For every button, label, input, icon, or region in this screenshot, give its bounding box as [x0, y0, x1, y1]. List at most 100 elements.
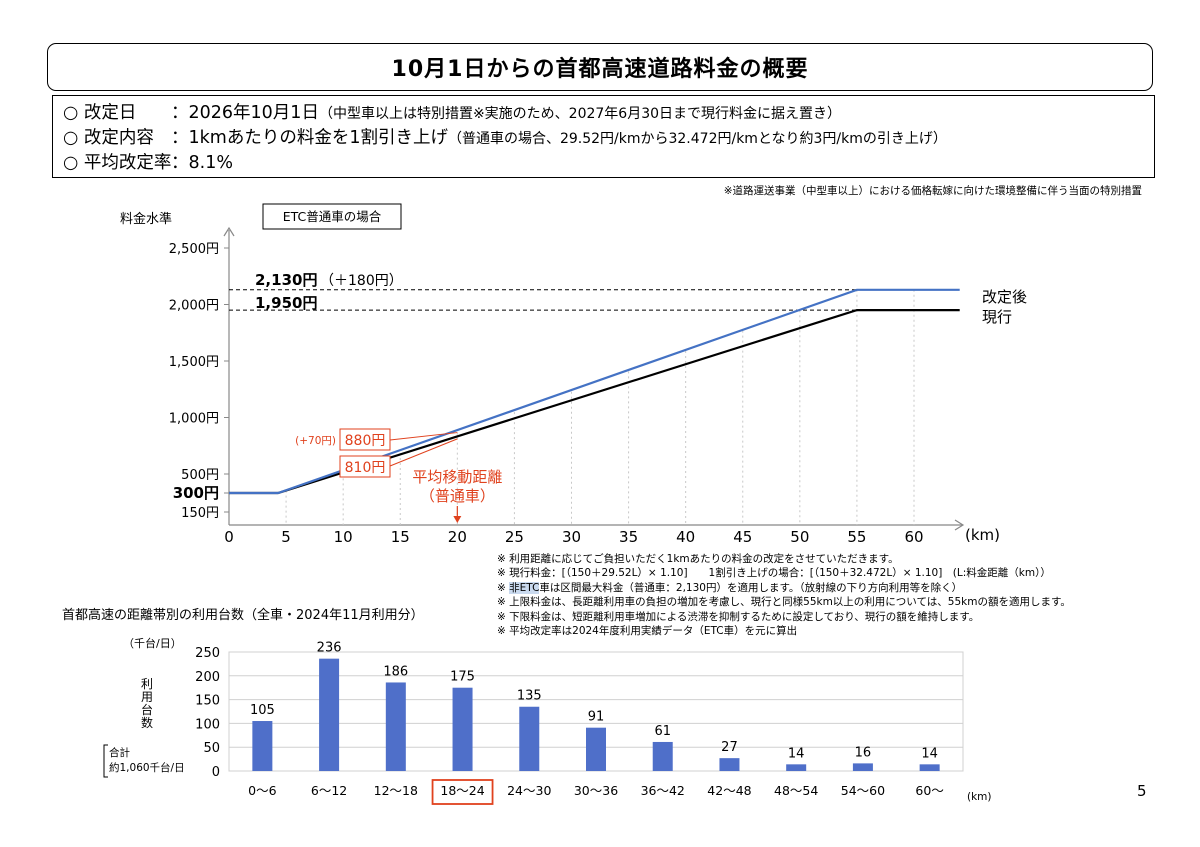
bar-category-label: 60～: [915, 783, 943, 798]
bar: [452, 687, 473, 771]
total-bracket: [103, 744, 108, 778]
info-line-date: ○ 改定日 ：2026年10月1日（中型車以上は特別措置※実施のため、2027年6…: [63, 103, 842, 123]
bar-value-label: 61: [654, 724, 671, 739]
bar: [385, 682, 406, 771]
note-line: ※ 下限料金は、短距離利用車増加による渋滞を抑制するために設定しており、現行の額…: [497, 610, 980, 623]
info-line-content: ○ 改定内容 ：1kmあたりの料金を1割引き上げ（普通車の場合、29.52円/km…: [63, 128, 947, 148]
bar: [586, 727, 606, 771]
bar-value-label: 14: [788, 746, 805, 761]
bar-unit-label: （千台/日）: [123, 636, 182, 650]
note-line: ※ 上限料金は、長距離利用車の負担の増加を考慮し、現行と同様55km以上の利用に…: [497, 596, 1071, 609]
bar-value-label: 91: [588, 710, 605, 725]
info-label: ○ 改定日: [63, 103, 137, 123]
bar-category-label: 0～6: [248, 783, 276, 798]
marker-arrow-head: [453, 516, 462, 523]
note-line: ※ 現行料金：[（150＋29.52L）× 1.10] 1割引き上げの場合：[（…: [497, 567, 1051, 580]
callout-leader: [389, 432, 458, 441]
bar-category-label: 6～12: [311, 783, 347, 798]
bar-category-label: 18～24: [440, 783, 484, 798]
highlight-box: [431, 779, 494, 805]
info-label: ○ 改定内容: [63, 128, 154, 148]
bar: [852, 763, 873, 771]
bar-category-label: 48～54: [774, 783, 818, 798]
bar-y-tick-label: 50: [203, 741, 220, 756]
bar-category-label: 42～48: [707, 783, 751, 798]
series-line-revised: [229, 288, 960, 495]
x-tick-label: 0: [224, 528, 234, 546]
bar: [519, 706, 540, 771]
bar-y-axis-label-char: 台: [141, 702, 153, 717]
bar-value-label: 236: [317, 641, 342, 656]
highlight-text: 非ETC: [509, 581, 540, 594]
total-label: 合計: [109, 746, 130, 759]
bar-value-label: 14: [921, 746, 938, 761]
note-line: ※ 利用距離に応じてご負担いただく1kmあたりの料金の改定をさせていただきます。: [497, 553, 899, 565]
bar-value-label: 186: [383, 664, 408, 679]
bar-value-label: 27: [721, 740, 738, 755]
total-value: 約1,060千台/日: [109, 761, 185, 774]
bar-category-label: 24～30: [507, 783, 551, 798]
bar-y-axis-label-char: 用: [141, 690, 153, 704]
box-label-frame: [262, 203, 402, 230]
reference-label-new: 2,130円: [255, 271, 317, 289]
x-tick-label: 20: [448, 528, 467, 546]
x-tick-label: 50: [790, 528, 809, 546]
y-tick-label: 150円: [181, 506, 219, 521]
callout-diff: (+70円): [295, 435, 336, 447]
bar: [786, 764, 807, 771]
bar-value-label: 105: [250, 703, 275, 718]
x-axis-label: (km): [965, 526, 1000, 544]
x-tick-label: 45: [733, 528, 752, 546]
callout-current: 810円: [345, 460, 386, 476]
info-line-rate: ○ 平均改定率：8.1%: [63, 153, 233, 173]
bar-value-label: 175: [450, 670, 475, 685]
bar-value-label: 16: [855, 745, 872, 760]
x-tick-label: 15: [391, 528, 410, 546]
y-tick-label: 2,500円: [169, 242, 219, 257]
page-number: 5: [1137, 782, 1147, 800]
y-tick-label: 300円: [173, 484, 219, 502]
bar-chart-title: 首都高速の距離帯別の利用台数（全車・2024年11月利用分）: [62, 607, 424, 623]
bar-y-tick-label: 150: [195, 694, 220, 709]
x-tick-label: 30: [562, 528, 581, 546]
note-line: ※ 非ETC車は区間最大料金（普通車：2,130円）を適用します。（放射線の下り…: [497, 581, 963, 594]
reference-label-current: 1,950円: [255, 294, 317, 312]
callout-revised: 880円: [345, 433, 386, 449]
callout-box: [339, 428, 391, 451]
y-tick-label: 1,000円: [169, 412, 219, 427]
x-tick-label: 40: [676, 528, 695, 546]
y-axis-label: 料金水準: [120, 211, 172, 227]
box-label: ETC普通車の場合: [283, 209, 382, 224]
bar-y-axis-label-char: 利: [141, 677, 153, 691]
y-tick-label: 500円: [181, 468, 219, 483]
bar: [652, 741, 673, 771]
fare-notes: ※ 利用距離に応じてご負担いただく1kmあたりの料金の改定をさせていただきます。…: [497, 552, 1071, 638]
marker-sublabel: （普通車）: [420, 487, 495, 505]
bar-value-label: 135: [517, 689, 542, 704]
bar-y-tick-label: 250: [195, 646, 220, 661]
bar: [719, 758, 740, 771]
bar: [252, 721, 273, 771]
marker-label: 平均移動距離: [412, 468, 502, 486]
y-axis-arrow: [223, 226, 235, 237]
x-tick-label: 60: [904, 528, 923, 546]
bar-y-axis-label-char: 数: [141, 715, 153, 730]
x-axis-arrow: [954, 519, 965, 531]
info-label: ○ 平均改定率: [63, 153, 172, 173]
bar-y-tick-label: 200: [195, 670, 220, 685]
page-title-box: 10月1日からの首都高速道路料金の概要: [47, 43, 1153, 91]
callout-leader: [389, 438, 458, 467]
series-label-revised: 改定後: [982, 288, 1027, 306]
bar-category-label: 54～60: [841, 783, 885, 798]
bar-y-tick-label: 100: [195, 717, 220, 732]
series-line-current: [229, 309, 960, 495]
special-measure-note: ※道路運送事業（中型車以上）における価格転嫁に向けた環境整備に伴う当面の特別措置: [723, 185, 1142, 197]
x-tick-label: 25: [505, 528, 524, 546]
callout-box: [339, 455, 391, 478]
bar-category-label: 30～36: [574, 783, 618, 798]
x-tick-label: 55: [847, 528, 866, 546]
x-tick-label: 10: [334, 528, 353, 546]
bar: [319, 658, 340, 771]
y-tick-label: 1,500円: [169, 355, 219, 370]
